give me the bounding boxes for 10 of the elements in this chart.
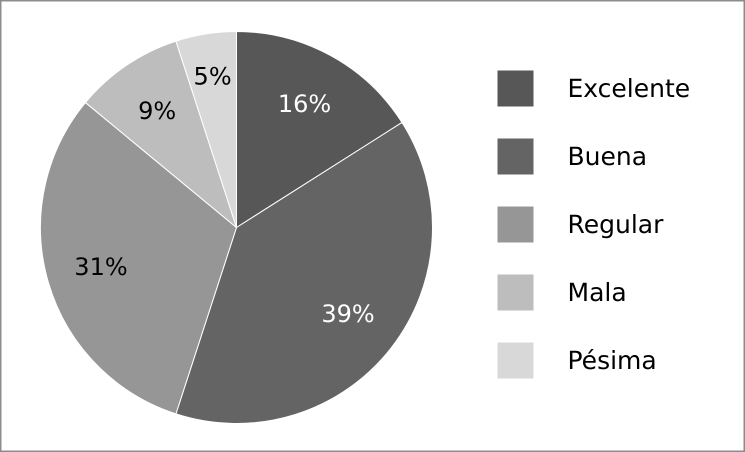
data-label: 9% — [138, 96, 176, 125]
data-label: 31% — [74, 252, 128, 281]
legend-label: Pésima — [568, 346, 657, 375]
legend-label: Mala — [568, 278, 627, 307]
data-label: 5% — [194, 62, 232, 90]
data-label: 16% — [278, 90, 332, 118]
legend-label: Regular — [568, 210, 664, 239]
legend-label: Excelente — [568, 74, 690, 103]
legend-label: Buena — [568, 142, 648, 171]
data-label: 39% — [321, 300, 375, 328]
